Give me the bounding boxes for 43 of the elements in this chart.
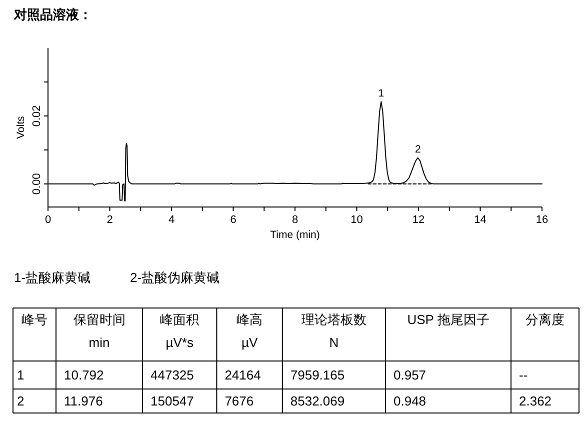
title: 对照品溶液：: [14, 7, 92, 22]
table-cell: 1: [17, 368, 24, 382]
peak-label: 2: [414, 144, 421, 156]
peak-label: 1: [378, 88, 384, 100]
table-cell: 447325: [150, 368, 194, 382]
table-cell: 150547: [150, 394, 194, 408]
table-cell: 11.976: [64, 394, 103, 408]
table-header: 峰高: [236, 312, 263, 327]
x-axis-title: Time (min): [270, 229, 320, 241]
table-cell: --: [519, 368, 528, 382]
x-tick-label: 6: [230, 214, 236, 226]
table-header: USP 拖尾因子: [407, 312, 490, 327]
y-tick-label: 0.02: [31, 105, 43, 127]
peak-name: 2-盐酸伪麻黄碱: [130, 270, 220, 285]
x-tick-label: 12: [412, 214, 425, 226]
table-header: µV: [241, 335, 258, 350]
x-tick-label: 10: [350, 214, 363, 226]
table-header: µV*s: [166, 335, 194, 350]
table-cell: 8532.069: [290, 394, 345, 408]
table-header: 峰面积: [160, 312, 200, 327]
table-header: 分离度: [526, 312, 564, 327]
table-header: 峰号: [22, 312, 48, 327]
table-cell: 24164: [224, 368, 261, 382]
table-header: 理论塔板数: [301, 312, 366, 327]
table-cell: 7959.165: [290, 368, 345, 382]
y-axis-title: Volts: [15, 116, 27, 139]
y-tick-label: 0.00: [31, 173, 43, 195]
x-tick-label: 8: [292, 214, 298, 226]
x-tick-label: 2: [106, 214, 113, 226]
peak-name: 1-盐酸麻黄碱: [14, 270, 91, 285]
table-header: 保留时间: [73, 312, 126, 327]
x-tick-label: 16: [536, 214, 548, 226]
table-header: N: [329, 335, 339, 350]
table-cell: 0.957: [394, 368, 426, 382]
x-tick-label: 0: [44, 214, 52, 226]
table-cell: 2.362: [519, 394, 552, 408]
x-tick-label: 4: [168, 214, 175, 226]
table-cell: 10.792: [64, 368, 104, 382]
x-tick-label: 14: [474, 214, 486, 226]
table-cell: 0.948: [394, 394, 426, 408]
table-cell: 7676: [224, 394, 254, 408]
table-cell: 2: [17, 394, 24, 408]
table-header: min: [88, 335, 110, 350]
